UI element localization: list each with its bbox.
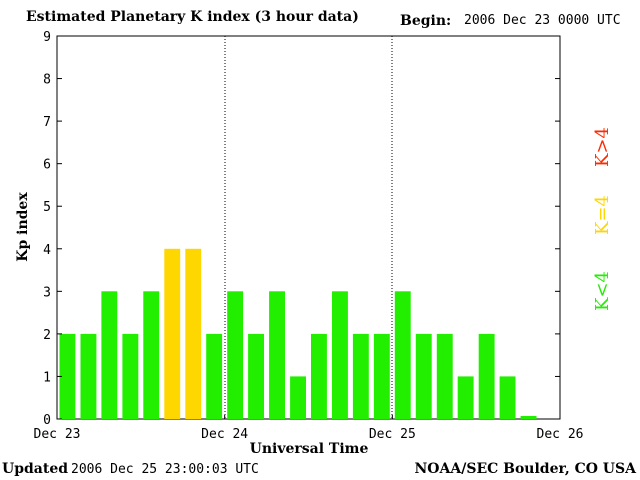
legend-item: K=4: [592, 195, 613, 235]
kp-bar: [122, 333, 139, 419]
kp-bar: [101, 291, 118, 419]
y-tick-label: 1: [43, 370, 51, 385]
kp-bar: [269, 291, 285, 419]
kp-bar: [520, 416, 537, 419]
y-tick-label: 3: [43, 285, 51, 300]
kp-bar: [457, 376, 474, 419]
kp-bar: [59, 333, 76, 419]
kp-bar: [499, 376, 516, 419]
y-tick-label: 6: [43, 158, 51, 173]
begin-label: Begin:: [400, 13, 452, 29]
kp-bar: [164, 248, 181, 419]
legend-item: K<4: [592, 271, 613, 311]
kp-bar: [373, 333, 390, 419]
kp-bar: [478, 333, 495, 419]
begin-value: 2006 Dec 23 0000 UTC: [464, 13, 621, 28]
kp-bar: [80, 333, 97, 419]
kp-bar: [436, 333, 453, 419]
y-tick-label: 8: [43, 73, 51, 88]
legend-item: K>4: [592, 127, 613, 167]
kp-bar: [394, 291, 411, 419]
y-tick-label: 0: [43, 413, 51, 428]
updated-label: Updated: [2, 461, 69, 477]
y-tick-label: 2: [43, 328, 51, 343]
plot-frame: [56, 35, 561, 420]
kp-bar: [415, 333, 432, 419]
kp-bar: [332, 291, 348, 419]
kp-bar: [352, 333, 369, 419]
y-tick-label: 4: [43, 243, 51, 258]
kp-bar: [185, 248, 202, 419]
kp-bar: [248, 333, 264, 419]
credit-label: NOAA/SEC Boulder, CO USA: [414, 461, 637, 477]
x-tick-label: Dec 26: [537, 427, 584, 442]
kp-bar: [227, 291, 244, 419]
y-axis-title: Kp index: [15, 192, 31, 262]
y-tick-label: 7: [43, 115, 51, 130]
updated-value: 2006 Dec 25 23:00:03 UTC: [71, 462, 259, 477]
chart-title: Estimated Planetary K index (3 hour data…: [26, 9, 359, 25]
x-tick-label: Dec 25: [369, 427, 416, 442]
x-tick-label: Dec 23: [34, 427, 81, 442]
x-tick-label: Dec 24: [201, 427, 248, 442]
kp-bar: [206, 333, 223, 419]
kp-bar: [311, 333, 327, 419]
kp-bar: [290, 376, 306, 419]
x-axis-title: Universal Time: [250, 441, 369, 457]
kp-index-chart: 0 1 2 3 4 5 6 7 8 9 Dec 23 Dec 24 Dec 25 Dec 26 Univ…: [15, 30, 613, 457]
kp-bar: [143, 291, 160, 419]
y-tick-label: 9: [43, 30, 51, 45]
y-tick-label: 5: [43, 200, 51, 215]
